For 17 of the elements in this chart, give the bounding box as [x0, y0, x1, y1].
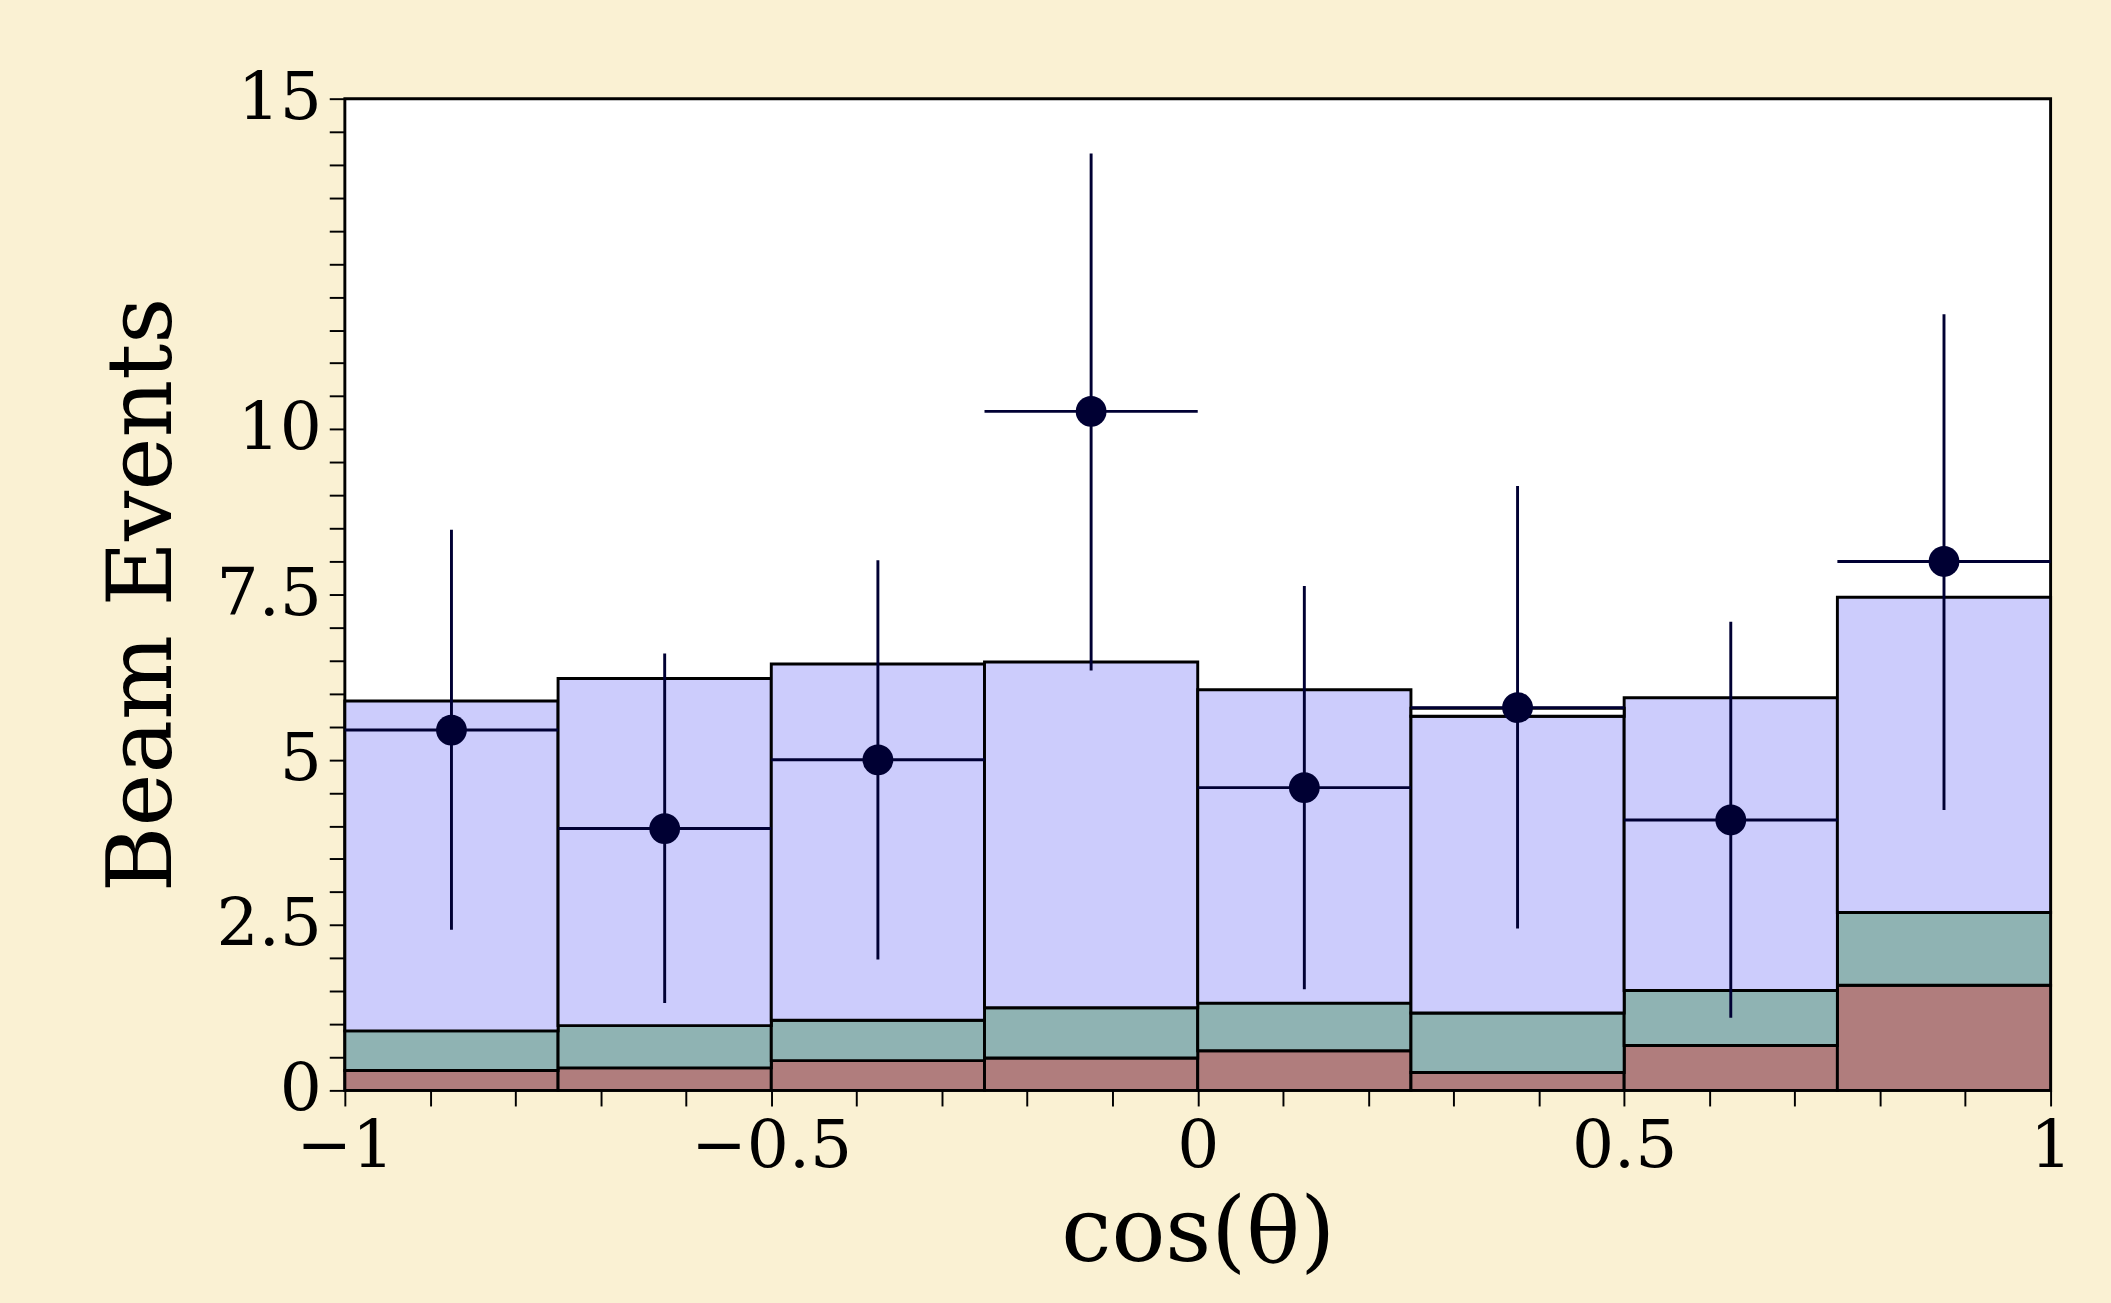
x-tick-label: −0.5 — [691, 1105, 853, 1183]
x-tick-label: 0.5 — [1571, 1105, 1678, 1183]
point — [1715, 804, 1747, 836]
point — [1502, 692, 1533, 723]
point — [436, 714, 467, 746]
y-tick-label: 2.5 — [216, 884, 322, 962]
point — [862, 744, 894, 776]
y-tick-label: 5 — [279, 718, 322, 796]
point — [1288, 772, 1320, 803]
y-axis-title: Beam Events — [87, 297, 192, 893]
point — [1075, 396, 1107, 427]
x-tick-label: 1 — [2030, 1105, 2073, 1183]
y-tick-label: 10 — [237, 388, 322, 466]
y-tick-label: 7.5 — [216, 553, 322, 631]
point — [1928, 546, 1960, 577]
point — [649, 813, 681, 844]
y-tick-label: 15 — [237, 57, 322, 135]
